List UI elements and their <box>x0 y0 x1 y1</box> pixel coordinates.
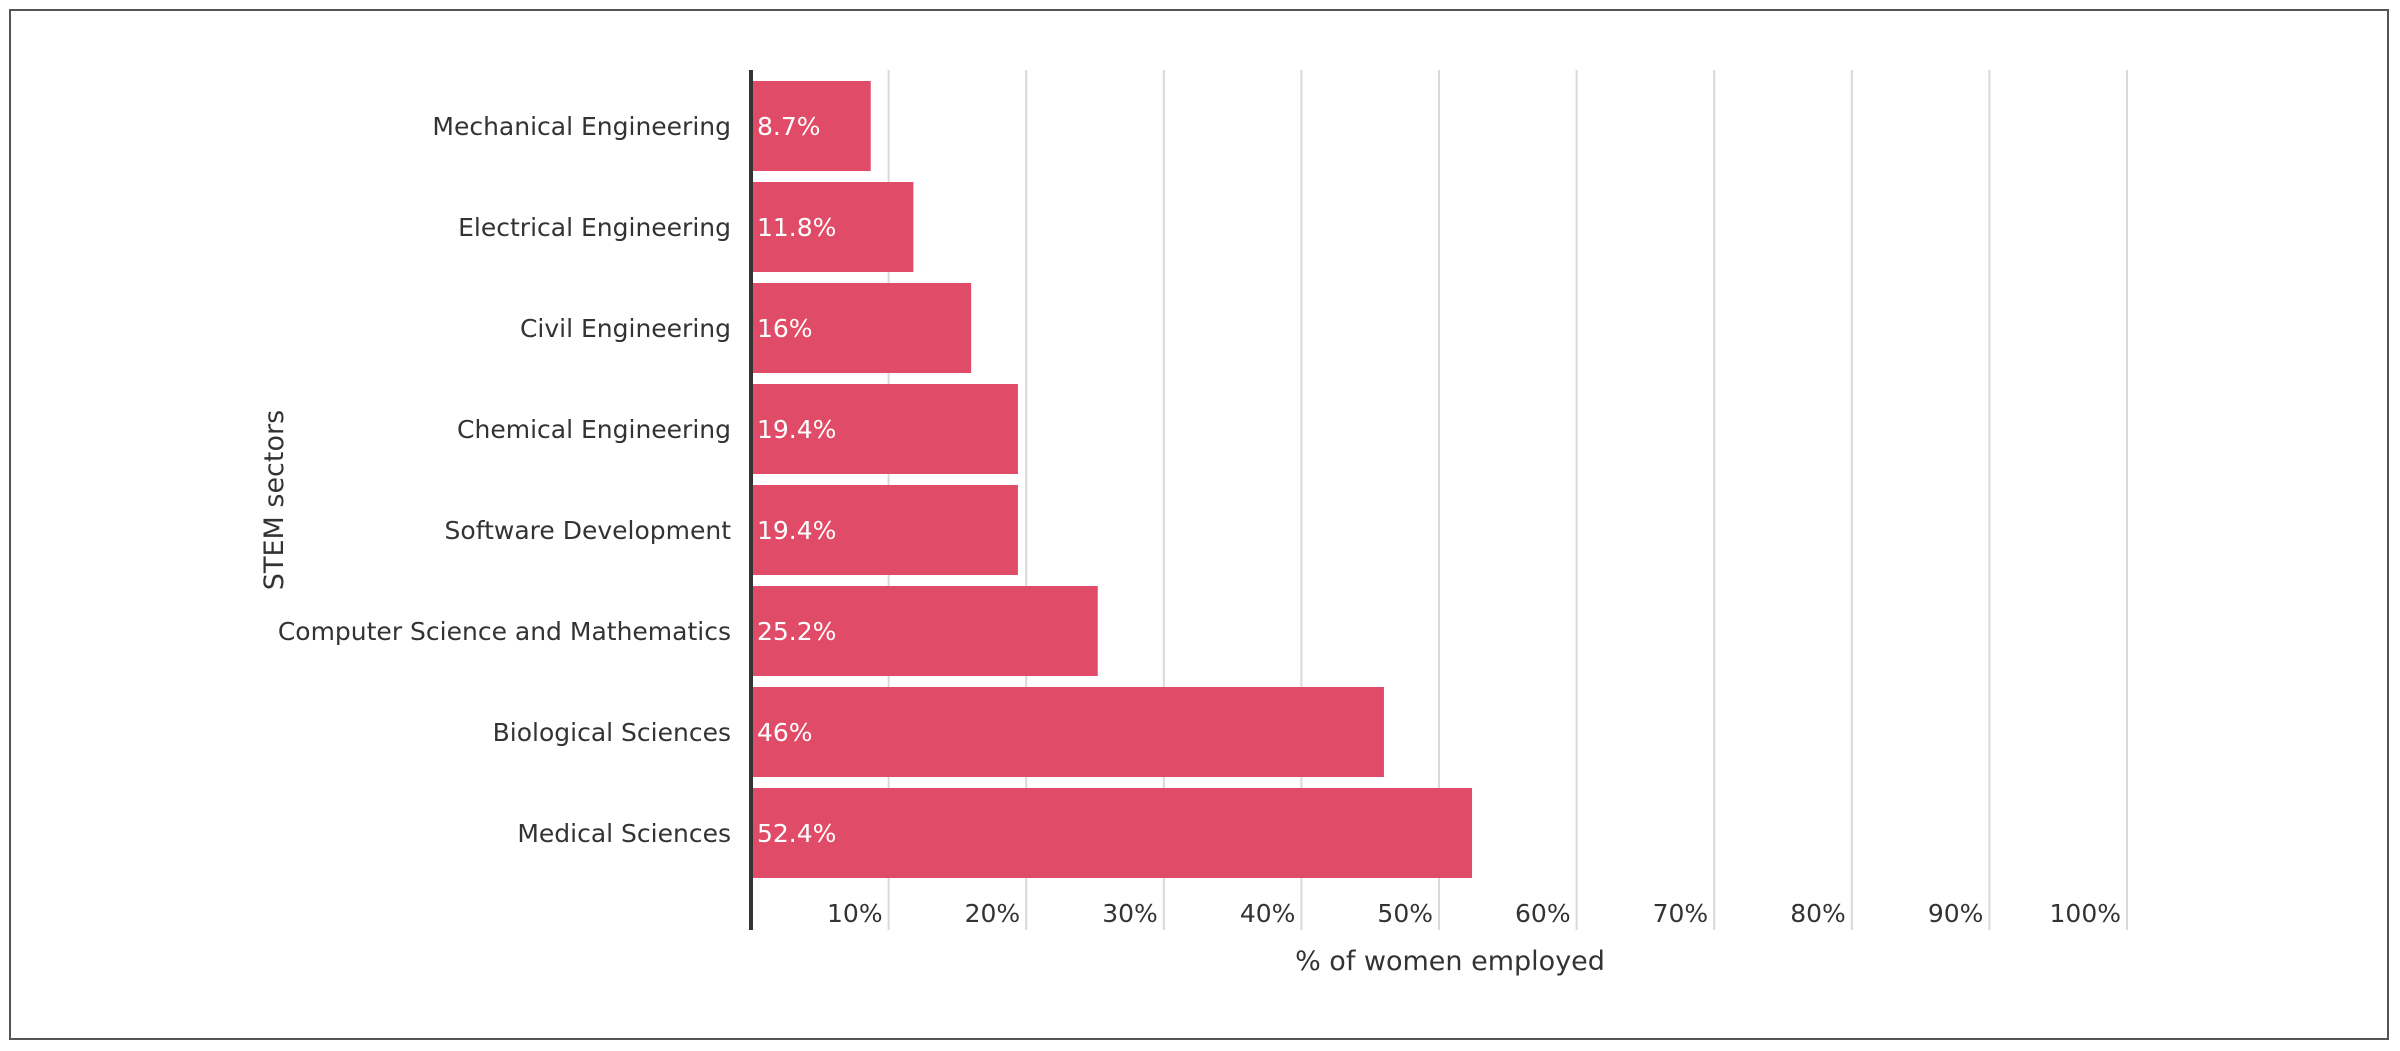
category-label: Computer Science and Mathematics <box>278 617 731 646</box>
x-tick-label: 100% <box>2050 899 2121 928</box>
bar-value-label: 8.7% <box>757 112 821 141</box>
bar <box>751 81 871 171</box>
y-axis-title: STEM sectors <box>259 410 290 590</box>
x-tick-label: 70% <box>1653 899 1709 928</box>
category-label: Civil Engineering <box>520 314 731 343</box>
x-tick-label: 20% <box>965 899 1021 928</box>
bar <box>751 788 1473 878</box>
x-tick-label: 80% <box>1790 899 1846 928</box>
bar-value-label: 19.4% <box>757 415 836 444</box>
x-tick-label: 40% <box>1240 899 1296 928</box>
bar <box>751 485 1018 575</box>
x-tick-labels: 10% 20% 30% 40% 50% 60% 70% 80% 90% 100% <box>827 899 2121 928</box>
bar <box>751 586 1098 676</box>
x-tick-label: 60% <box>1515 899 1571 928</box>
category-label: Mechanical Engineering <box>432 112 731 141</box>
bar-value-label: 25.2% <box>757 617 836 646</box>
category-label: Biological Sciences <box>493 718 731 747</box>
x-tick-label: 30% <box>1102 899 1158 928</box>
bar <box>751 182 914 272</box>
x-tick-label: 90% <box>1928 899 1984 928</box>
bar-value-label: 46% <box>757 718 813 747</box>
category-labels: Mechanical Engineering Electrical Enginee… <box>278 112 731 848</box>
category-label: Chemical Engineering <box>457 415 731 444</box>
bar <box>751 687 1384 777</box>
category-label: Electrical Engineering <box>458 213 731 242</box>
bar <box>751 384 1018 474</box>
bar <box>751 283 972 373</box>
bar-value-label: 19.4% <box>757 516 836 545</box>
x-axis-title: % of women employed <box>1295 946 1605 977</box>
bar-value-label: 16% <box>757 314 813 343</box>
bar-value-label: 11.8% <box>757 213 836 242</box>
x-tick-label: 10% <box>827 899 883 928</box>
category-label: Medical Sciences <box>517 819 731 848</box>
category-label: Software Development <box>445 516 732 545</box>
bar-value-label: 52.4% <box>757 819 836 848</box>
x-tick-label: 50% <box>1377 899 1433 928</box>
bars: 8.7% 11.8% 16% 19.4% 19.4% 25.2% 46% 52.4% <box>751 81 1473 878</box>
